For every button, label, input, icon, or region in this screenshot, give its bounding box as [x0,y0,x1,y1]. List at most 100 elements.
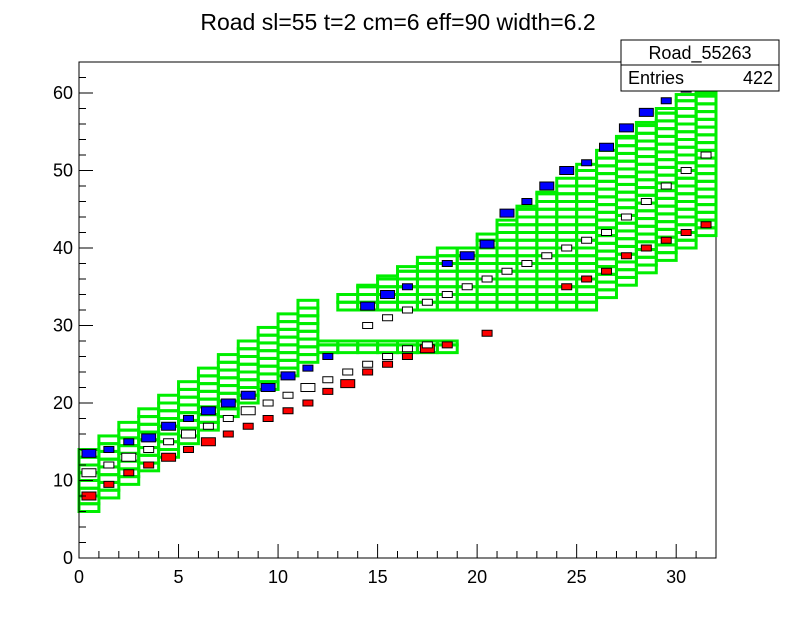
heatmap-cell [581,236,593,244]
y-tick-label: 0 [63,548,73,568]
heatmap-cell [81,468,97,478]
y-tick-label: 10 [53,471,73,491]
stats-box: Road_55263 Entries 422 [620,39,780,92]
stats-entries-label: Entries [628,68,684,88]
x-tick-label: 15 [368,567,388,587]
heatmap-cell [182,415,194,422]
heatmap-cell [362,368,374,376]
heatmap-cell [242,422,254,430]
heatmap-cell [421,341,433,349]
heatmap-cell [282,391,294,399]
heatmap-cell [461,283,473,291]
x-tick-label: 5 [174,567,184,587]
heatmap-cell [660,97,672,105]
heatmap-cell [640,198,652,205]
heatmap-cell [481,275,493,283]
heatmap-cell [222,415,234,422]
heatmap-cell [499,208,515,218]
y-tick-label: 40 [53,238,73,258]
heatmap-cell [401,345,413,353]
heatmap-cell [660,182,672,190]
heatmap-cell [501,267,513,275]
heatmap-cell [143,461,155,469]
heatmap-cell [163,438,175,446]
heatmap-cell [401,283,413,291]
road-cell [694,91,718,98]
heatmap-cell [441,341,453,349]
heatmap-cell [441,291,453,298]
heatmap-cell [360,301,376,311]
heatmap-cell [680,167,692,174]
heatmap-cell [322,376,334,384]
heatmap-cell [581,275,593,283]
heatmap-cells [81,66,712,501]
stats-name: Road_55263 [648,43,751,64]
heatmap-cell [302,364,314,372]
heatmap-cell [340,379,356,389]
heatmap-cell [103,461,115,469]
heatmap-cell [262,399,274,407]
heatmap-cell [200,406,216,416]
heatmap-cell [362,360,374,368]
x-tick-label: 30 [666,567,686,587]
heatmap-cell [660,236,672,244]
heatmap-cell [601,267,613,275]
heatmap-cell [103,480,115,488]
x-tick-label: 20 [467,567,487,587]
y-tick-label: 50 [53,161,73,181]
heatmap-cell [640,244,652,252]
heatmap-cell [382,360,394,368]
heatmap-cell [200,437,216,447]
heatmap-cell [561,244,573,252]
heatmap-cell [481,329,493,337]
road-cell [614,134,638,140]
road-cell [356,283,380,289]
heatmap-cell [618,123,634,133]
heatmap-cell [222,430,234,438]
heatmap-cell [322,387,334,395]
heatmap-cell [441,260,453,267]
x-tick-label: 10 [268,567,288,587]
heatmap-cell [700,151,712,159]
heatmap-cell [161,452,177,462]
heatmap-cell [260,383,276,392]
x-tick-label: 25 [567,567,587,587]
heatmap-cell [479,239,495,249]
heatmap-cell [521,198,533,205]
y-tick-label: 60 [53,83,73,103]
heatmap-cell [182,446,194,453]
heatmap-cell [81,448,97,458]
heatmap-cell [123,469,135,477]
heatmap-cell [282,407,294,415]
heatmap-cell [322,353,334,360]
heatmap-cell [302,399,314,407]
heatmap-cell [581,159,593,167]
heatmap-cell [143,446,155,453]
y-tick-label: 30 [53,316,73,336]
heatmap-cell [680,229,692,236]
heatmap-cell [559,166,575,175]
y-tick-label: 20 [53,393,73,413]
heatmap-cell [362,322,374,329]
heatmap-cell [700,221,712,229]
heatmap-cell [601,229,613,236]
heatmap-cell [638,107,654,117]
heatmap-cell [180,429,196,439]
chart-title: Road sl=55 t=2 cm=6 eff=90 width=6.2 [200,9,595,35]
heatmap-cell [382,314,394,322]
heatmap-cell [382,353,394,360]
heatmap-cell [459,251,475,261]
heatmap-cell [103,446,115,453]
heatmap-cell [280,371,296,381]
heatmap-cell [380,290,396,299]
heatmap-cell [220,398,236,408]
stats-entries-value: 422 [743,68,773,88]
heatmap-cell [539,181,555,191]
heatmap-cell [262,415,274,422]
heatmap-cell [401,306,413,314]
road-bands [77,91,718,513]
heatmap-cell [620,252,632,260]
x-tick-label: 0 [74,567,84,587]
heatmap-cell [202,422,214,430]
